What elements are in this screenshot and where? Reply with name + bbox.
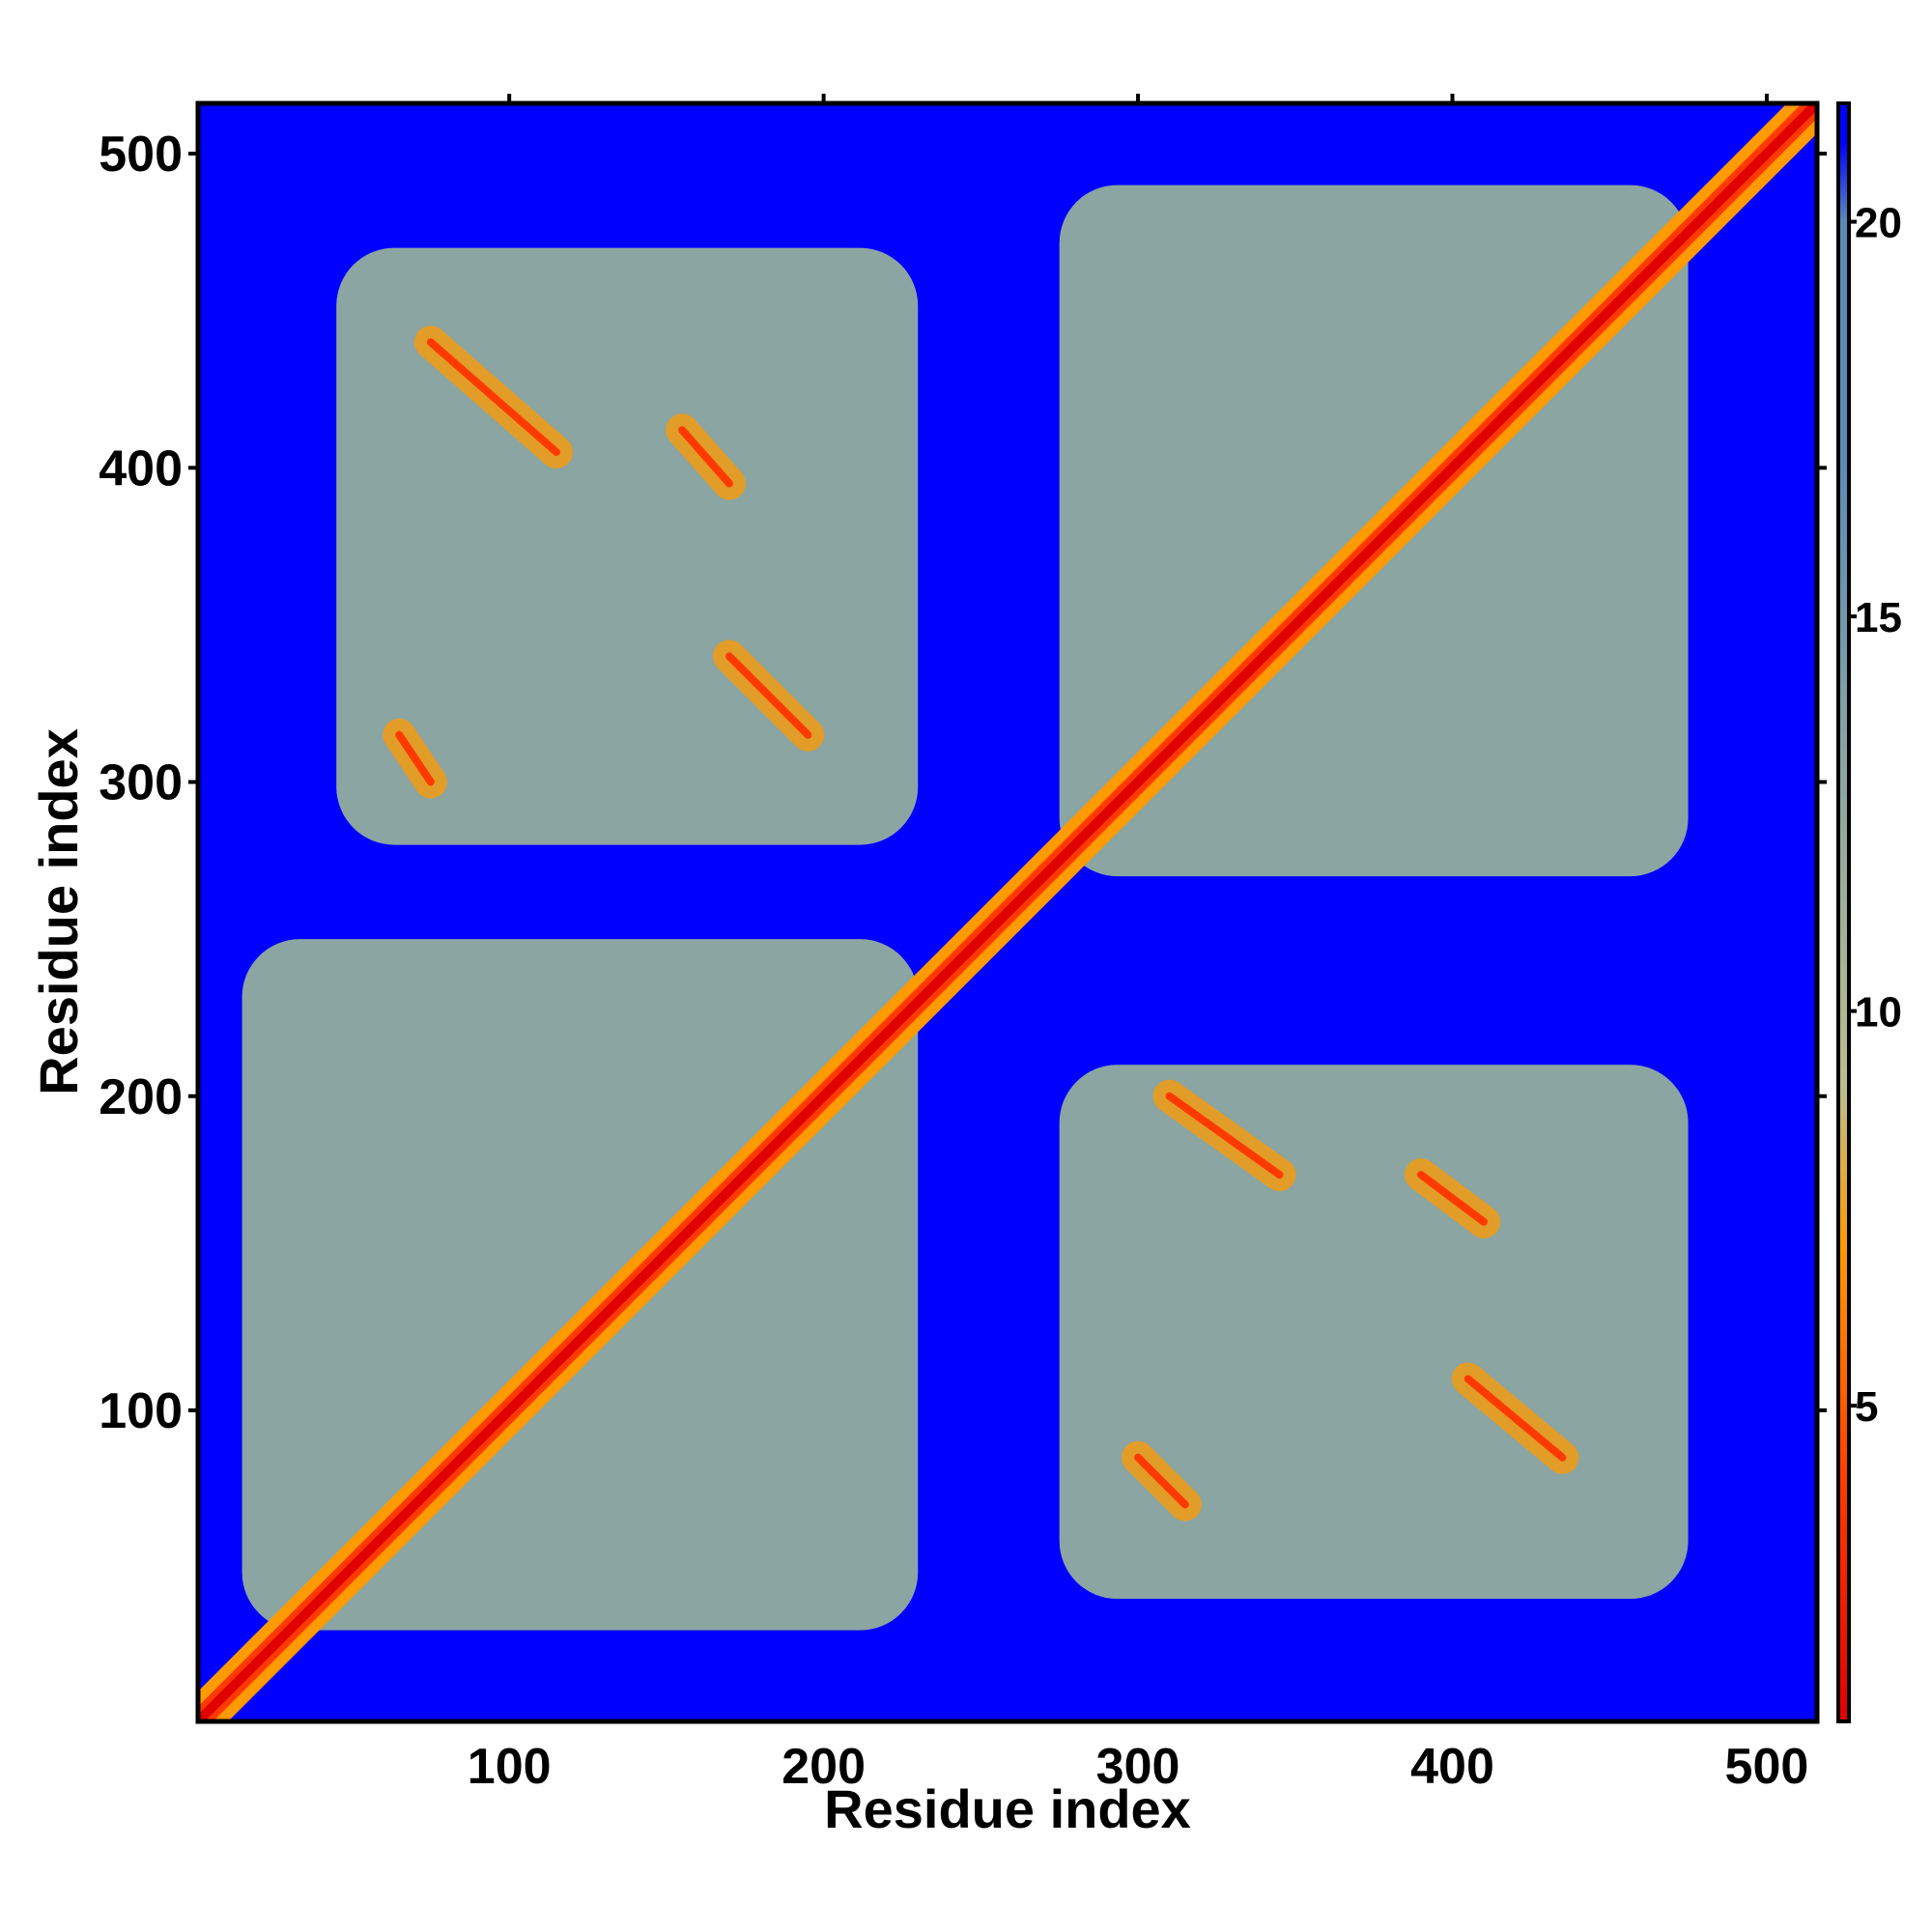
y-axis-title: Residue index	[28, 728, 89, 1095]
contact-feature	[1416, 1171, 1489, 1226]
x-tick-label: 200	[781, 1739, 866, 1795]
x-tick-label: 500	[1725, 1739, 1809, 1795]
contact-feature	[395, 730, 435, 786]
contact-feature	[724, 652, 812, 739]
diagonal-line	[198, 103, 1817, 1721]
colorbar-tick-label: 10	[1855, 989, 1902, 1037]
contact-feature	[1165, 1092, 1284, 1179]
contact-feature	[426, 338, 560, 457]
colorbar-tick-label: 15	[1855, 594, 1902, 641]
heatmap-plot-area	[198, 103, 1817, 1721]
x-axis-ticks: 100 200 300 400 500	[468, 94, 1809, 1795]
colorbar-tick-label: 5	[1855, 1383, 1878, 1431]
y-tick-label: 400	[99, 440, 183, 497]
contact-block	[1059, 1065, 1689, 1600]
y-tick-label: 100	[99, 1383, 183, 1439]
contact-feature	[1134, 1453, 1189, 1509]
colorbar-ticks: 5 10 15 20	[1849, 200, 1902, 1431]
colorbar-gradient	[1836, 101, 1851, 1723]
colorbar: 5 10 15 20	[1836, 101, 1902, 1723]
y-tick-label: 500	[99, 127, 183, 183]
contact-block	[242, 939, 919, 1631]
contact-feature	[678, 426, 733, 488]
x-axis-title: Residue index	[824, 1778, 1191, 1839]
x-tick-label: 100	[468, 1739, 552, 1795]
y-tick-label: 300	[99, 755, 183, 811]
y-axis-ticks: 100 200 300 400 500	[99, 127, 1827, 1439]
colorbar-tick-label: 20	[1855, 200, 1902, 247]
plot-frame	[195, 100, 1820, 1724]
x-tick-label: 400	[1410, 1739, 1494, 1795]
contact-feature	[1463, 1375, 1567, 1462]
x-tick-label: 300	[1096, 1739, 1180, 1795]
y-tick-label: 200	[99, 1069, 183, 1125]
